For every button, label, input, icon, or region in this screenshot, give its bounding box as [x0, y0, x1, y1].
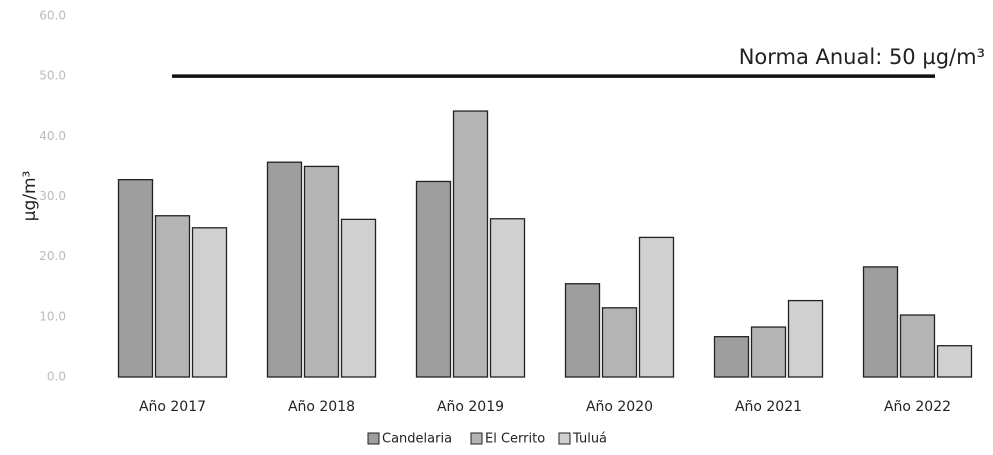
bar [191, 227, 228, 378]
y-axis-label: µg/m³ [20, 171, 40, 222]
x-tick-label: Año 2019 [437, 399, 504, 415]
bar [154, 215, 191, 378]
legend-label: Candelaria [382, 432, 452, 447]
bar [750, 326, 787, 378]
x-tick-label: Año 2022 [884, 399, 951, 415]
y-tick-label: 50.0 [39, 69, 66, 83]
bar [601, 307, 638, 378]
legend-label: El Cerrito [485, 432, 545, 447]
bar [415, 180, 452, 378]
x-tick-label: Año 2017 [139, 399, 206, 415]
bar [452, 110, 489, 378]
y-tick-label: 20.0 [39, 249, 66, 263]
legend-swatch [367, 432, 380, 445]
bar [340, 218, 377, 378]
y-tick-label: 40.0 [39, 129, 66, 143]
x-tick-label: Año 2021 [735, 399, 802, 415]
x-tick-label: Año 2018 [288, 399, 355, 415]
bar [564, 283, 601, 378]
legend-swatch [558, 432, 571, 445]
legend-swatch [470, 432, 483, 445]
bar [638, 236, 675, 378]
y-tick-label: 30.0 [39, 189, 66, 203]
bar [489, 218, 526, 378]
legend-label: Tuluá [572, 432, 607, 447]
y-tick-label: 60.0 [39, 9, 66, 23]
x-tick-label: Año 2020 [586, 399, 653, 415]
bar [117, 179, 154, 378]
bar [303, 165, 340, 378]
bar [787, 299, 824, 378]
bar [936, 345, 973, 378]
bar [266, 161, 303, 378]
reference-label: Norma Anual: 50 µg/m³ [739, 45, 985, 69]
bar [899, 314, 936, 378]
y-tick-label: 0.0 [47, 370, 66, 384]
bar [862, 266, 899, 378]
bar [713, 336, 750, 378]
y-tick-label: 10.0 [39, 309, 66, 323]
